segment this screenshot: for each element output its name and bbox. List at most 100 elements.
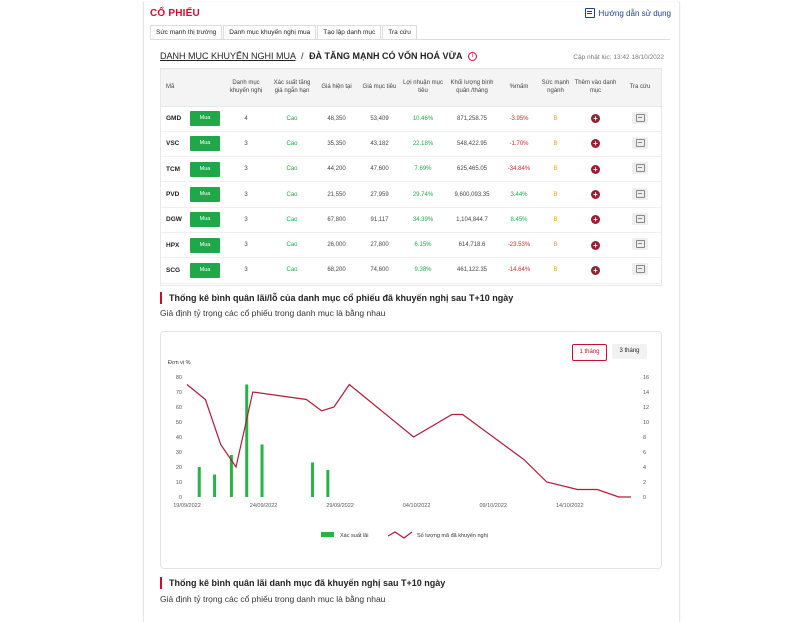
user-guide-link[interactable]: Hướng dẫn sử dụng <box>584 8 671 18</box>
portfolio-count-cell: 4 <box>244 115 248 122</box>
target-price-cell: 27,959 <box>370 191 389 198</box>
left-axis-tick-label: 80 <box>176 375 182 381</box>
add-to-portfolio-icon[interactable]: + <box>591 265 600 275</box>
x-axis-tick-label: 19/09/2022 <box>173 503 201 509</box>
lookup-icon[interactable] <box>632 136 648 149</box>
x-axis-tick-label: 29/09/2022 <box>326 503 354 509</box>
add-cell: + <box>572 182 619 207</box>
tab-create-portfolio[interactable]: Tạo lập danh mục <box>317 25 382 40</box>
probability-cell: Cao <box>286 115 298 122</box>
lookup-cell <box>619 258 661 283</box>
col-header-buy <box>187 69 223 107</box>
right-axis-tick-label: 4 <box>643 465 646 471</box>
lookup-icon[interactable] <box>632 212 648 225</box>
portfolio-name: ĐÀ TĂNG MẠNH CÓ VỐN HOÁ VỪA <box>309 51 463 61</box>
lookup-icon[interactable] <box>632 111 648 124</box>
lookup-icon[interactable] <box>632 238 648 251</box>
add-cell: + <box>572 207 619 232</box>
add-cell: + <box>572 157 619 182</box>
breadcrumb-recommended-portfolio[interactable]: DANH MỤC KHUYẾN NGHỊ MUA <box>160 51 296 61</box>
probability-cell: Cao <box>286 216 298 223</box>
col-header-add-to-portfolio: Thêm vào danh mục <box>572 69 619 107</box>
recommended-count-line <box>186 383 631 498</box>
table-body: GMD Mua 4 Cao 48,350 53,409 10.46% 871,258.75 -3… <box>161 106 661 284</box>
table-row: HPX Mua 3 Cao 26,000 27,800 6.15% 614,718.6 -23.… <box>161 232 661 258</box>
avg-volume-cell: 871,258.75 <box>456 115 488 122</box>
buy-cell: Mua <box>187 182 223 207</box>
right-axis-tick-label: 8 <box>643 435 646 441</box>
add-to-portfolio-icon[interactable]: + <box>591 114 600 124</box>
tab-lookup[interactable]: Tra cứu <box>382 25 417 40</box>
portfolio-count-cell: 3 <box>244 267 248 274</box>
col-header-target-price: Giá mục tiêu <box>358 69 401 107</box>
profit-chart: Đơn vị % 0 10 20 30 40 50 60 70 80 0 2 4 6 8 10 12 14 16 19… <box>168 360 649 539</box>
probability-bar <box>326 470 330 497</box>
add-to-portfolio-icon[interactable]: + <box>591 139 600 149</box>
add-cell: + <box>572 258 619 283</box>
y-axis-unit-label: Đơn vị % <box>168 360 191 366</box>
ticker-cell: PVD <box>166 191 180 199</box>
table-row: PVD Mua 3 Cao 21,550 27,959 29.74% 9,600,093.35… <box>161 182 661 208</box>
target-price-cell: 53,409 <box>370 115 389 122</box>
buy-button[interactable]: Mua <box>190 136 220 152</box>
lookup-cell <box>619 157 661 182</box>
buy-button[interactable]: Mua <box>190 262 220 278</box>
lookup-cell <box>619 131 661 156</box>
add-to-portfolio-icon[interactable]: + <box>591 215 600 225</box>
tab-recommended-portfolio[interactable]: Danh mục khuyến nghị mua <box>223 25 317 40</box>
probability-bar <box>213 474 217 497</box>
buy-cell: Mua <box>187 258 223 283</box>
guide-icon <box>584 8 595 18</box>
target-profit-cell: 10.46% <box>412 115 434 122</box>
info-icon[interactable]: i <box>468 52 478 62</box>
probability-cell: Cao <box>286 242 298 249</box>
lookup-icon[interactable] <box>632 162 648 175</box>
buy-button[interactable]: Mua <box>190 237 220 253</box>
legend-probability-label: Xác suất lãi <box>340 533 368 539</box>
buy-button[interactable]: Mua <box>190 187 220 203</box>
ticker-cell: VSC <box>166 140 180 148</box>
table-row: TCM Mua 3 Cao 44,200 47,600 7.69% 625,465.05 -34… <box>161 157 661 182</box>
current-price-cell: 68,200 <box>327 267 346 274</box>
lookup-icon[interactable] <box>632 263 648 276</box>
col-header-portfolio-count: Danh mục khuyến nghị <box>223 69 269 107</box>
target-price-cell: 27,800 <box>370 242 389 249</box>
add-to-portfolio-icon[interactable]: + <box>591 164 600 174</box>
current-price-cell: 35,350 <box>327 140 346 147</box>
percent-cell: -1.70% <box>509 140 529 147</box>
portfolio-count-cell: 3 <box>244 140 248 147</box>
buy-button[interactable]: Mua <box>190 111 220 127</box>
percent-cell: -3.95% <box>509 115 529 122</box>
sector-strength-cell: B <box>553 267 558 274</box>
buy-button[interactable]: Mua <box>190 212 220 228</box>
current-price-cell: 44,200 <box>327 166 346 173</box>
x-axis-tick-label: 24/09/2022 <box>250 503 278 509</box>
lookup-icon[interactable] <box>632 187 648 200</box>
chart-card: 1 tháng 3 tháng Đơn vị % 0 10 20 30 40 50 60 70 8… <box>160 331 662 569</box>
buy-cell: Mua <box>187 106 223 131</box>
portfolio-count-cell: 3 <box>244 216 248 223</box>
ticker-cell: DGW <box>166 216 182 224</box>
add-to-portfolio-icon[interactable]: + <box>591 240 600 250</box>
section-title-profit-stats: Thống kê bình quân lãi/lỗ của danh mục c… <box>160 292 513 304</box>
updated-timestamp: Cập nhật lúc: 13:42 18/10/2022 <box>573 54 664 61</box>
range-3-month-button[interactable]: 3 tháng <box>612 344 647 359</box>
main-panel: CỔ PHIẾU Hướng dẫn sử dụng Sức mạnh thị … <box>143 2 680 622</box>
buy-button[interactable]: Mua <box>190 161 220 177</box>
section-subtitle-profit-stats: Giả định tỷ trọng các cổ phiếu trong dan… <box>160 308 386 318</box>
lookup-cell <box>619 106 661 131</box>
left-axis-tick-label: 50 <box>176 420 182 426</box>
range-1-month-button[interactable]: 1 tháng <box>572 344 607 361</box>
tab-market-strength[interactable]: Sức mạnh thị trường <box>150 25 223 40</box>
right-axis-tick-label: 10 <box>643 420 649 426</box>
legend-count-label: Số lượng mã đã khuyến nghị <box>417 533 488 539</box>
right-axis-tick-label: 16 <box>643 375 649 381</box>
target-price-cell: 43,182 <box>370 140 389 147</box>
sector-strength-cell: B <box>553 216 558 223</box>
add-to-portfolio-icon[interactable]: + <box>591 190 600 200</box>
avg-volume-cell: 548,422.95 <box>456 140 488 147</box>
add-cell: + <box>572 232 619 257</box>
col-header-target-profit: Lợi nhuận mục tiêu <box>401 69 445 107</box>
left-axis-tick-label: 20 <box>176 465 182 471</box>
section-subtitle-average-profit: Giả định tỷ trọng các cổ phiếu trong dan… <box>160 594 386 604</box>
